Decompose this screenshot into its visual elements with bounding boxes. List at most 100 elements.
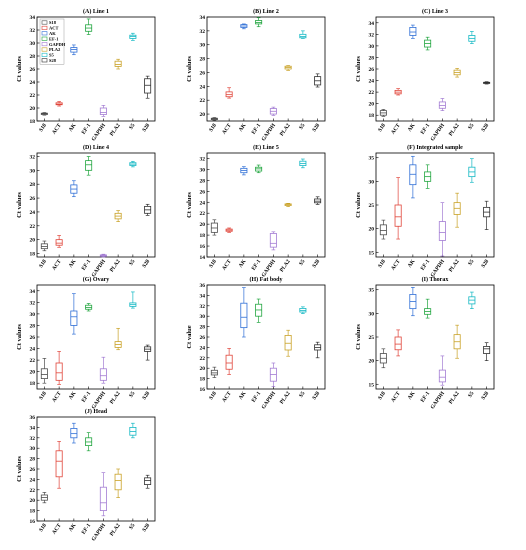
box-body (85, 160, 93, 171)
box-s5 (129, 160, 137, 168)
panel-title: (C) Line 3 (422, 8, 448, 15)
y-tick-label: 30 (30, 168, 36, 174)
x-tick-label: ACT (221, 258, 233, 271)
box-s5 (299, 30, 307, 39)
x-tick-label: S5 (467, 391, 475, 399)
box-act (225, 227, 233, 233)
y-tick-label: 30 (369, 179, 375, 185)
box-body (99, 107, 107, 115)
box-s5 (129, 32, 137, 41)
box-s28 (483, 342, 491, 361)
x-tick-label: ACT (51, 122, 63, 135)
x-tick-label: S28 (311, 391, 321, 402)
plot-frame (36, 152, 156, 258)
x-tick-label: S18 (377, 259, 387, 270)
y-tick-label: 24 (30, 210, 36, 216)
y-tick-label: 34 (30, 289, 36, 295)
x-tick-label: S28 (311, 123, 321, 134)
x-tick-label: S5 (467, 123, 475, 131)
panel-title: (A) Line 1 (83, 8, 109, 15)
box-ef-1 (85, 18, 93, 35)
plot-frame (36, 284, 156, 390)
box-ak (70, 44, 78, 56)
x-tick-label: PLA2 (279, 391, 292, 406)
y-tick-label: 18 (30, 381, 36, 387)
x-tick-label: S28 (480, 259, 490, 270)
box-ef-1 (424, 298, 432, 319)
y-tick-label: 16 (30, 519, 36, 525)
y-tick-label: 28 (200, 325, 206, 331)
y-tick-label: 20 (200, 222, 206, 228)
legend-label: S28 (49, 58, 57, 63)
box-body (40, 368, 48, 379)
box-body (99, 486, 107, 512)
y-tick-label: 36 (200, 283, 206, 289)
box-ak (409, 155, 417, 199)
x-tick-label: AK (407, 258, 417, 269)
y-axis-label: Ct values (16, 324, 23, 350)
y-tick-label: 25 (369, 335, 375, 341)
box-gapdh (99, 253, 107, 258)
x-tick-label: S18 (38, 259, 48, 270)
x-tick-label: AK (238, 122, 248, 133)
x-tick-label: EF-1 (251, 259, 263, 272)
box-body (438, 369, 446, 383)
panel-title: (H) Fat body (250, 276, 283, 283)
y-tick-label: 26 (200, 189, 206, 195)
x-tick-label: ACT (51, 258, 63, 271)
x-tick-label: ACT (221, 122, 233, 135)
box-act (55, 235, 63, 248)
x-tick-label: S28 (141, 123, 151, 134)
box-pla2 (114, 468, 122, 498)
y-tick-label: 26 (200, 335, 206, 341)
x-tick-label: ACT (221, 390, 233, 403)
y-axis-label: Ct values (355, 324, 362, 350)
y-tick-label: 24 (30, 347, 36, 353)
x-tick-label: EF-1 (81, 391, 93, 404)
y-tick-label: 30 (200, 43, 206, 49)
x-tick-label: ACT (51, 522, 63, 535)
box-s5 (129, 291, 137, 309)
y-tick-label: 22 (200, 98, 206, 104)
y-tick-label: 28 (200, 57, 206, 63)
box-pla2 (284, 329, 292, 357)
legend-swatch (41, 36, 48, 41)
plot-frame (206, 16, 326, 122)
x-tick-label: S18 (38, 123, 48, 134)
x-tick-label: EF-1 (81, 259, 93, 272)
plot-frame (375, 16, 495, 122)
x-tick-label: S28 (311, 259, 321, 270)
y-tick-label: 30 (200, 314, 206, 320)
panel-h: (H) Fat body 16 18 20 22 24 26 28 30 32 34 36 Ct val… (186, 276, 326, 410)
x-tick-label: S18 (38, 391, 48, 402)
y-axis-label: Ct values (186, 56, 193, 82)
x-tick-label: PLA2 (448, 123, 461, 138)
box-s28 (314, 196, 322, 205)
x-tick-label: PLA2 (109, 523, 122, 538)
box-gapdh (99, 472, 107, 517)
plot-frame (206, 152, 326, 258)
box-s5 (299, 158, 307, 169)
x-tick-label: ACT (390, 258, 402, 271)
y-tick-label: 20 (30, 370, 36, 376)
panel-title: (F) Integrated sample (407, 144, 463, 151)
y-tick-label: 32 (30, 436, 36, 442)
y-tick-label: 20 (200, 366, 206, 372)
box-pla2 (284, 65, 292, 71)
box-s5 (468, 31, 476, 44)
panel-j: (J) Head 16 18 20 22 24 26 28 30 32 34 36 Ct values S… (16, 408, 156, 542)
plot-frame (206, 284, 326, 390)
y-tick-label: 32 (200, 304, 206, 310)
y-tick-label: 32 (30, 154, 36, 160)
x-tick-label: GAPDH (91, 258, 108, 278)
y-tick-label: 28 (30, 323, 36, 329)
legend-label: EF-1 (49, 36, 59, 41)
y-tick-label: 24 (30, 80, 36, 86)
legend-swatch (41, 47, 48, 52)
y-tick-label: 26 (30, 67, 36, 73)
x-tick-label: S28 (141, 523, 151, 534)
legend-label: AK (49, 31, 56, 36)
x-tick-label: S18 (208, 391, 218, 402)
